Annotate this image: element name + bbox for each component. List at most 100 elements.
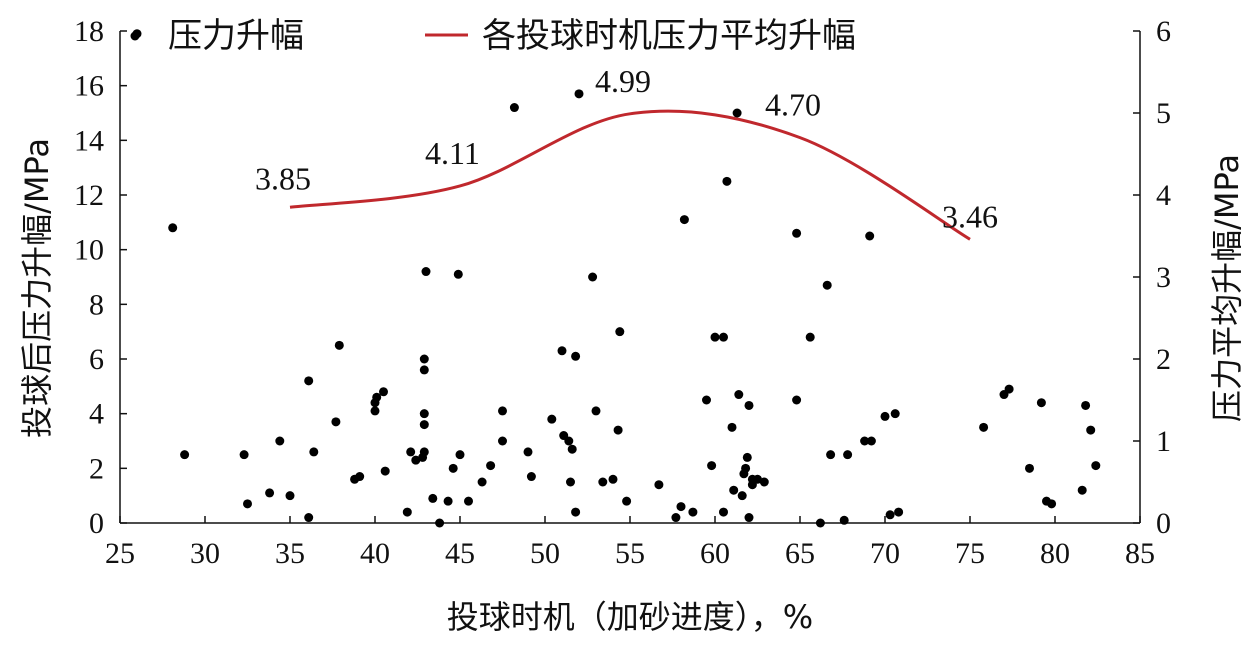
scatter-point xyxy=(285,491,295,501)
scatter-point xyxy=(334,340,344,350)
y-right-ticks: 0 1 2 3 4 5 6 xyxy=(1133,15,1171,540)
y-right-tick-label: 1 xyxy=(1156,425,1171,458)
scatter-point xyxy=(744,400,754,410)
legend-line-label: 各投球时机压力平均升幅 xyxy=(482,16,856,56)
scatter-point xyxy=(571,351,581,361)
scatter-point xyxy=(1086,425,1096,435)
scatter-point xyxy=(880,411,890,421)
x-axis-title: 投球时机（加砂进度），% xyxy=(447,598,813,636)
scatter-point xyxy=(428,493,438,503)
scatter-point xyxy=(654,480,664,490)
scatter-point xyxy=(239,450,249,460)
scatter-point xyxy=(304,376,314,386)
scatter-point xyxy=(421,267,431,277)
y-right-axis-title: 压力平均升幅/MPa xyxy=(1208,154,1246,422)
x-tick-label: 40 xyxy=(360,537,390,570)
scatter-point xyxy=(591,406,601,416)
scatter-point xyxy=(453,269,463,279)
scatter-point xyxy=(574,89,584,99)
y-left-axis-title: 投球后压力升幅/MPa xyxy=(18,138,56,438)
scatter-point xyxy=(406,447,416,457)
x-tick-label: 60 xyxy=(700,537,730,570)
scatter-series xyxy=(132,29,1101,528)
scatter-point xyxy=(1004,384,1014,394)
x-ticks: 25 30 35 40 45 50 55 60 65 70 75 80 85 xyxy=(105,516,1155,570)
scatter-point xyxy=(1047,499,1057,509)
scatter-point xyxy=(759,477,769,487)
scatter-point xyxy=(419,354,429,364)
scatter-point xyxy=(676,502,686,512)
scatter-point xyxy=(564,436,574,446)
scatter-point xyxy=(180,450,190,460)
scatter-point xyxy=(547,414,557,424)
legend-scatter-label: 压力升幅 xyxy=(168,16,304,56)
scatter-point xyxy=(671,513,681,523)
average-data-label: 4.99 xyxy=(595,63,651,99)
average-data-label: 4.70 xyxy=(765,87,821,123)
scatter-point xyxy=(679,215,689,225)
y-left-tick-label: 12 xyxy=(74,179,104,212)
scatter-point xyxy=(526,472,536,482)
scatter-point xyxy=(523,447,533,457)
scatter-point xyxy=(792,395,802,405)
scatter-point xyxy=(741,463,751,473)
y-right-tick-label: 2 xyxy=(1156,343,1171,376)
y-left-ticks: 0 2 4 6 8 10 12 14 16 18 xyxy=(74,15,127,540)
scatter-point xyxy=(826,450,836,460)
scatter-point xyxy=(380,466,390,476)
scatter-point xyxy=(435,518,445,528)
scatter-point xyxy=(243,499,252,509)
scatter-point xyxy=(894,507,904,517)
scatter-point xyxy=(168,223,178,233)
scatter-point xyxy=(567,444,577,454)
scatter-point xyxy=(890,409,900,419)
scatter-point xyxy=(727,422,737,432)
scatter-point xyxy=(688,507,698,517)
y-left-tick-label: 4 xyxy=(89,398,104,431)
x-tick-label: 85 xyxy=(1125,537,1155,570)
x-tick-label: 25 xyxy=(105,537,135,570)
y-right-tick-label: 6 xyxy=(1156,15,1171,48)
x-tick-label: 80 xyxy=(1040,537,1070,570)
scatter-point xyxy=(355,472,365,482)
average-data-label: 4.11 xyxy=(425,135,480,171)
scatter-point xyxy=(331,417,341,427)
scatter-point xyxy=(719,507,728,517)
scatter-point xyxy=(419,447,429,457)
scatter-point xyxy=(822,280,832,290)
x-tick-label: 35 xyxy=(275,537,305,570)
scatter-point xyxy=(860,436,870,446)
scatter-point xyxy=(702,395,711,405)
x-tick-label: 65 xyxy=(785,537,815,570)
scatter-point xyxy=(464,496,473,506)
average-data-label: 3.46 xyxy=(942,198,998,234)
scatter-point xyxy=(498,406,507,416)
y-left-tick-label: 0 xyxy=(89,507,104,540)
scatter-point xyxy=(753,474,762,484)
scatter-point xyxy=(613,425,623,435)
y-right-tick-label: 5 xyxy=(1156,97,1171,130)
scatter-point xyxy=(979,422,989,432)
scatter-point xyxy=(710,332,720,342)
y-left-tick-label: 18 xyxy=(74,15,104,48)
x-tick-label: 75 xyxy=(955,537,985,570)
scatter-point xyxy=(608,474,618,484)
scatter-point xyxy=(571,507,581,517)
scatter-point xyxy=(304,513,314,523)
scatter-point xyxy=(419,365,429,375)
average-data-label: 3.85 xyxy=(255,160,311,196)
scatter-point xyxy=(402,507,412,517)
y-left-tick-label: 2 xyxy=(89,452,104,485)
scatter-point xyxy=(792,228,802,238)
scatter-point xyxy=(598,477,608,487)
scatter-point xyxy=(615,327,625,337)
scatter-point xyxy=(419,420,429,430)
y-right-tick-label: 3 xyxy=(1156,261,1171,294)
scatter-point xyxy=(1036,398,1046,408)
y-left-tick-label: 8 xyxy=(89,288,104,321)
x-tick-label: 45 xyxy=(445,537,475,570)
scatter-point xyxy=(275,436,285,446)
data-labels: 3.85 4.11 4.99 4.70 3.46 xyxy=(255,63,998,234)
y-left-tick-label: 6 xyxy=(89,343,104,376)
